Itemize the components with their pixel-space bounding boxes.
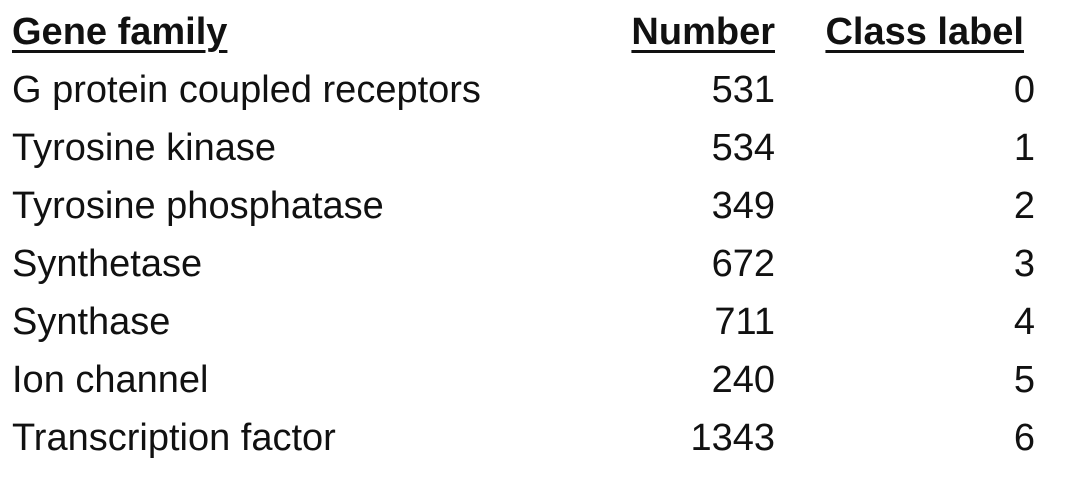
table-row: Synthase 711 4 (0, 293, 1080, 351)
table-row: Tyrosine phosphatase 349 2 (0, 177, 1080, 235)
class-label-cell: 3 (1013, 243, 1035, 285)
header-number: Number (631, 11, 775, 53)
gene-family-cell: Tyrosine kinase (12, 127, 277, 169)
gene-family-cell: Synthetase (12, 243, 203, 285)
gene-family-cell: Ion channel (12, 359, 209, 401)
table-row: G protein coupled receptors 531 0 (0, 61, 1080, 119)
gene-family-cell: Synthase (12, 301, 171, 343)
table-header-row: Gene family Number Class label (0, 3, 1080, 61)
header-class-label: Class label (825, 11, 1024, 53)
number-cell: 349 (711, 185, 775, 227)
number-cell: 1343 (690, 417, 775, 459)
gene-family-cell: Tyrosine phosphatase (12, 185, 384, 227)
class-label-cell: 0 (1013, 69, 1035, 111)
class-label-cell: 6 (1013, 417, 1035, 459)
number-cell: 240 (711, 359, 775, 401)
number-cell: 711 (714, 301, 775, 343)
table-row: Tyrosine kinase 534 1 (0, 119, 1080, 177)
number-cell: 534 (711, 127, 775, 169)
class-label-cell: 2 (1013, 185, 1035, 227)
header-gene-family: Gene family (12, 11, 228, 53)
class-label-cell: 1 (1013, 127, 1035, 169)
class-label-cell: 4 (1013, 301, 1035, 343)
number-cell: 672 (711, 243, 775, 285)
table-row: Synthetase 672 3 (0, 235, 1080, 293)
table-row: Ion channel 240 5 (0, 351, 1080, 409)
gene-family-cell: G protein coupled receptors (12, 69, 481, 111)
class-label-cell: 5 (1013, 359, 1035, 401)
gene-family-cell: Transcription factor (12, 417, 336, 459)
table-row: Transcription factor 1343 6 (0, 409, 1080, 467)
number-cell: 531 (711, 69, 775, 111)
